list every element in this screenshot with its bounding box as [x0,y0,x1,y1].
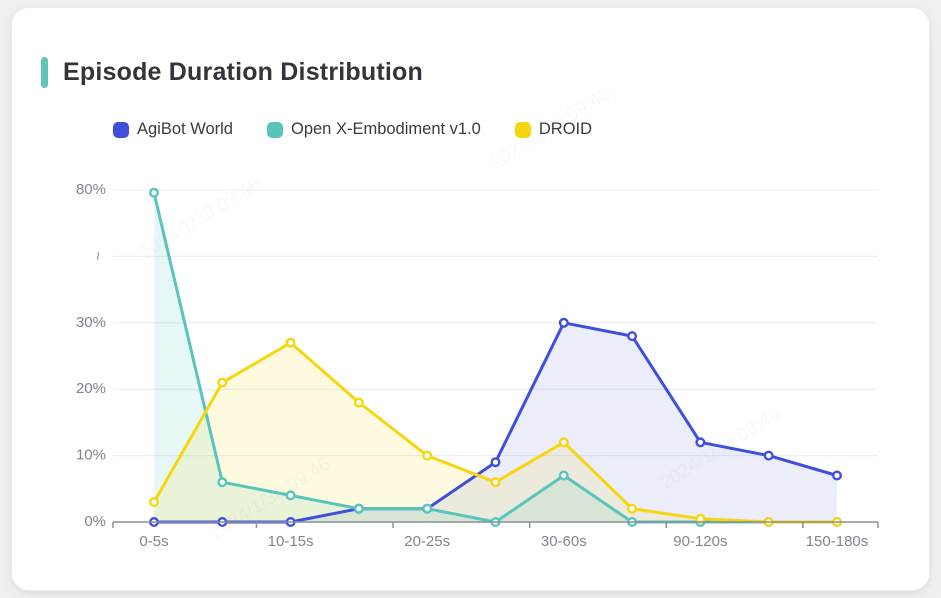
data-point-droid [490,477,501,488]
data-point-open-x-embodiment-v1-0 [353,503,364,514]
data-point-droid [285,337,296,348]
line-chart: 0% 10% 20% 30% ~80% 0-5s 10-15s 20-25s 30-60s 90-… [61,173,891,563]
y-axis-label: 0% [84,513,106,530]
x-axis-label: 20-25s [404,533,450,550]
legend-label: Open X-Embodiment v1.0 [291,120,481,138]
legend-item-open-x-embodiment-v1-0[interactable]: Open X-Embodiment v1.0 [267,120,481,139]
data-point-agibot-world [695,437,706,448]
data-point-open-x-embodiment-v1-0 [558,470,569,481]
data-point-droid [627,503,638,514]
chart-header: Episode Duration Distribution [41,57,423,88]
data-point-droid [558,437,569,448]
legend-item-droid[interactable]: DROID [514,120,593,139]
chart-legend: AgiBot World Open X-Embodiment v1.0 DROID [113,120,592,139]
legend-swatch-icon [267,121,283,138]
data-point-agibot-world [558,317,569,328]
data-point-agibot-world [627,331,638,342]
y-axis-label: 30% [76,314,106,331]
data-point-agibot-world [832,470,843,481]
data-point-agibot-world [763,450,774,461]
x-axis-label: 30-60s [541,533,587,550]
legend-swatch-icon [113,121,129,138]
chart-title: Episode Duration Distribution [63,58,423,86]
data-point-open-x-embodiment-v1-0 [217,477,228,488]
legend-item-agibot-world[interactable]: AgiBot World [113,120,233,139]
x-axis-label: 90-120s [673,533,727,550]
series-area-agibot-world [154,322,837,522]
y-axis-label: 10% [76,447,106,464]
series-area-open-x-embodiment-v1-0 [154,192,837,522]
chart-card: Episode Duration Distribution AgiBot Wor… [11,7,930,591]
x-axis-label: 10-15s [268,533,314,550]
data-point-open-x-embodiment-v1-0 [422,503,433,514]
y-axis-label: 80% [76,181,106,198]
line-chart-canvas: 0% 10% 20% 30% ~80% 0-5s 10-15s 20-25s 30-60s 90-… [76,181,879,550]
data-point-droid [148,497,159,508]
data-point-droid [422,450,433,461]
data-point-agibot-world [490,457,501,468]
legend-label: DROID [538,120,593,138]
series-area-droid [154,342,837,522]
data-point-open-x-embodiment-v1-0 [148,187,159,198]
legend-swatch-icon [514,121,531,138]
title-accent-bar [41,57,48,88]
legend-label: AgiBot World [137,120,233,138]
y-axis-label: 20% [76,380,106,397]
x-axis-label: 150-180s [806,533,869,550]
data-point-open-x-embodiment-v1-0 [285,490,296,501]
data-point-droid [353,397,364,408]
data-point-droid [217,377,228,388]
x-axis-label: 0-5s [139,533,168,550]
y-axis-label: ~ [89,252,106,261]
